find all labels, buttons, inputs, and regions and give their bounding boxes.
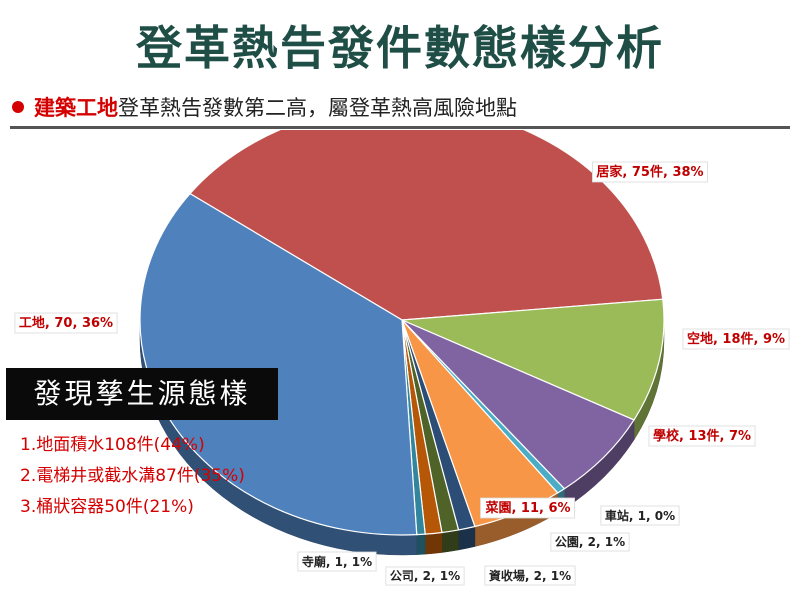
subtitle: 建築工地登革熱告發數第二高，屬登革熱高風險地點 bbox=[12, 92, 792, 122]
pie-labels-layer: 居家, 75件, 38% 空地, 18件, 9% 學校, 13件, 7% 車站, 1,… bbox=[14, 161, 790, 586]
title-divider bbox=[10, 126, 790, 129]
subtitle-text: 登革熱告發數第二高，屬登革熱高風險地點 bbox=[118, 96, 517, 120]
slice-5-label-box bbox=[480, 497, 575, 519]
slice-8-side bbox=[424, 532, 443, 555]
slice-10-label: 工地, 70, 36% bbox=[19, 315, 113, 331]
slice-1-label-box bbox=[592, 161, 708, 183]
slice-3-label-box bbox=[648, 425, 756, 447]
slice-7-label-box bbox=[484, 565, 576, 586]
pie-chart: 居家, 75件, 38% 空地, 18件, 9% 學校, 13件, 7% 車站, 1,… bbox=[14, 130, 790, 586]
slice-2-label: 空地, 18件, 9% bbox=[687, 331, 785, 347]
inset-item-1: 1.地面積水108件(44%) bbox=[20, 435, 205, 455]
slice-6-label: 公園, 2, 1% bbox=[555, 535, 625, 549]
slice-7-label: 資收場, 2, 1% bbox=[489, 568, 571, 583]
slice-4-label-box bbox=[600, 505, 680, 526]
slice-5-label: 菜園, 11, 6% bbox=[484, 500, 570, 516]
bullet-dot-icon bbox=[12, 101, 24, 113]
slice-1-居家 bbox=[189, 130, 664, 321]
slice-8-label: 公司, 2, 1% bbox=[390, 569, 460, 583]
slice-6-label-box bbox=[550, 532, 630, 552]
slice-8-label-box bbox=[385, 566, 465, 586]
slice-10-工地 bbox=[139, 192, 418, 536]
inset-title: 發現孳生源態樣 bbox=[6, 368, 278, 420]
slice-9-side bbox=[416, 533, 426, 555]
slice-10-label-box bbox=[14, 312, 118, 334]
slice-4-label: 車站, 1, 0% bbox=[605, 508, 675, 523]
inset-item-2: 2.電梯井或截水溝87件(35%) bbox=[20, 466, 245, 486]
slice-1-label: 居家, 75件, 38% bbox=[596, 164, 703, 180]
slice-7-side bbox=[441, 529, 459, 553]
slice-2-label-box bbox=[682, 328, 790, 350]
subtitle-highlight: 建築工地 bbox=[34, 96, 118, 120]
slice-9-label: 寺廟, 1, 1% bbox=[302, 554, 372, 569]
inset-item-3: 3.桶狀容器50件(21%) bbox=[20, 497, 194, 517]
slice-2-空地 bbox=[401, 298, 665, 421]
slice-3-label: 學校, 13件, 7% bbox=[653, 428, 751, 444]
page-title: 登革熱告發件數態樣分析 bbox=[136, 21, 664, 75]
pie-top-layer bbox=[139, 130, 665, 536]
inset-list: 1.地面積水108件(44%) 2.電梯井或截水溝87件(35%) 3.桶狀容器… bbox=[20, 430, 245, 523]
slice-9-label-box bbox=[297, 551, 377, 572]
slice-3-學校 bbox=[401, 319, 635, 490]
